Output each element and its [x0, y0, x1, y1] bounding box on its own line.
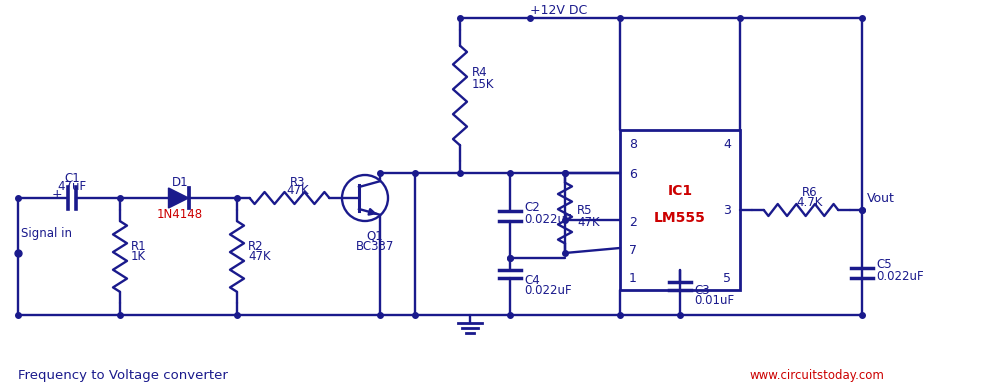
Text: R3: R3 [290, 176, 306, 188]
Text: IC1: IC1 [668, 184, 692, 198]
Text: C1: C1 [64, 172, 80, 184]
Text: Signal in: Signal in [21, 227, 72, 239]
Text: 5: 5 [723, 271, 731, 284]
Text: C4: C4 [524, 273, 539, 287]
Text: 47uF: 47uF [57, 181, 87, 193]
Text: BC337: BC337 [356, 239, 394, 252]
Text: 1: 1 [629, 271, 637, 284]
Text: 3: 3 [723, 204, 731, 216]
Text: 0.022uF: 0.022uF [524, 213, 572, 226]
Text: 0.022uF: 0.022uF [876, 270, 924, 283]
Text: 4: 4 [723, 138, 731, 151]
Text: Q1: Q1 [367, 229, 384, 243]
Text: 1K: 1K [131, 250, 146, 262]
Polygon shape [169, 188, 188, 208]
Text: C5: C5 [876, 258, 891, 271]
Text: 7: 7 [629, 243, 637, 257]
Text: 0.01uF: 0.01uF [694, 294, 735, 307]
Text: Vout: Vout [867, 191, 895, 204]
Text: 8: 8 [629, 138, 637, 151]
Text: +: + [51, 188, 62, 200]
Text: www.circuitstoday.com: www.circuitstoday.com [750, 369, 884, 381]
Text: 2: 2 [629, 216, 637, 229]
Text: C2: C2 [524, 201, 539, 214]
Text: R2: R2 [248, 239, 263, 252]
Text: 4.7K: 4.7K [797, 197, 823, 209]
Text: D1: D1 [172, 176, 188, 188]
Text: 47K: 47K [577, 216, 599, 229]
Text: +12V DC: +12V DC [530, 5, 588, 18]
Text: 47K: 47K [248, 250, 270, 262]
Text: C3: C3 [694, 284, 710, 296]
Text: 1N4148: 1N4148 [157, 209, 203, 222]
Text: 47K: 47K [287, 184, 310, 197]
Text: 6: 6 [629, 168, 637, 181]
Text: 0.022uF: 0.022uF [524, 284, 572, 298]
Text: R5: R5 [577, 204, 593, 218]
Text: LM555: LM555 [654, 211, 706, 225]
Text: Frequency to Voltage converter: Frequency to Voltage converter [18, 369, 228, 381]
Text: 15K: 15K [472, 78, 495, 90]
Text: R6: R6 [803, 186, 817, 200]
Text: R1: R1 [131, 239, 147, 252]
Text: R4: R4 [472, 67, 488, 80]
